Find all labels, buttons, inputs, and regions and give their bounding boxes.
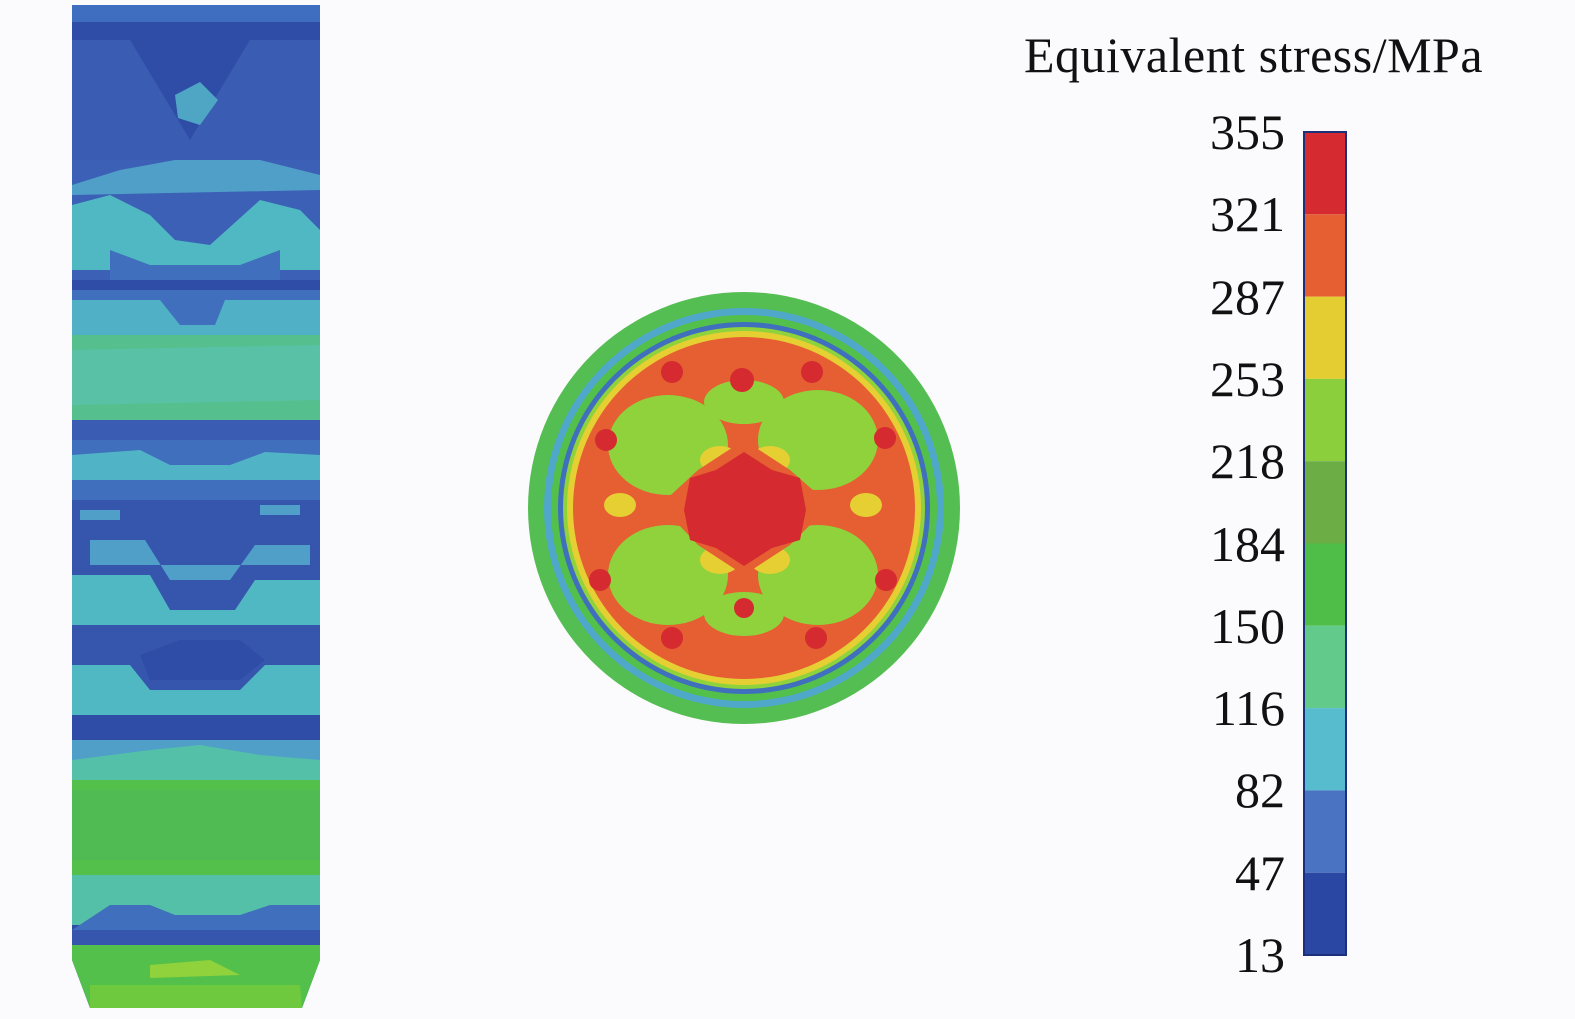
color-band (1304, 872, 1346, 955)
legend-tick-label: 218 (1210, 433, 1285, 490)
legend-tick-label: 184 (1210, 515, 1285, 572)
legend-tick-label: 321 (1210, 186, 1285, 243)
legend-tick-label: 13 (1235, 927, 1285, 983)
color-band (1304, 378, 1346, 462)
legend-tick-label: 116 (1211, 680, 1285, 737)
color-bar-outline (1303, 131, 1347, 956)
color-band (1304, 790, 1346, 873)
legend-tick-label: 150 (1210, 597, 1285, 654)
color-band (1304, 708, 1346, 791)
legend-tick-label: 355 (1210, 104, 1285, 160)
legend-tick-label: 47 (1235, 844, 1285, 901)
side-view (72, 5, 320, 1008)
color-band (1304, 625, 1346, 709)
color-band (1304, 461, 1346, 544)
legend-tick-label: 82 (1235, 762, 1285, 819)
legend-tick-label: 253 (1210, 350, 1285, 407)
legend-tick-label: 287 (1210, 268, 1285, 325)
color-bar (1303, 131, 1347, 956)
color-band (1304, 214, 1346, 297)
legend-title: Equivalent stress/MPa (1024, 27, 1484, 83)
color-band (1304, 543, 1346, 626)
color-band (1304, 132, 1346, 215)
color-band (1304, 296, 1346, 379)
cross-section-view (528, 292, 960, 724)
